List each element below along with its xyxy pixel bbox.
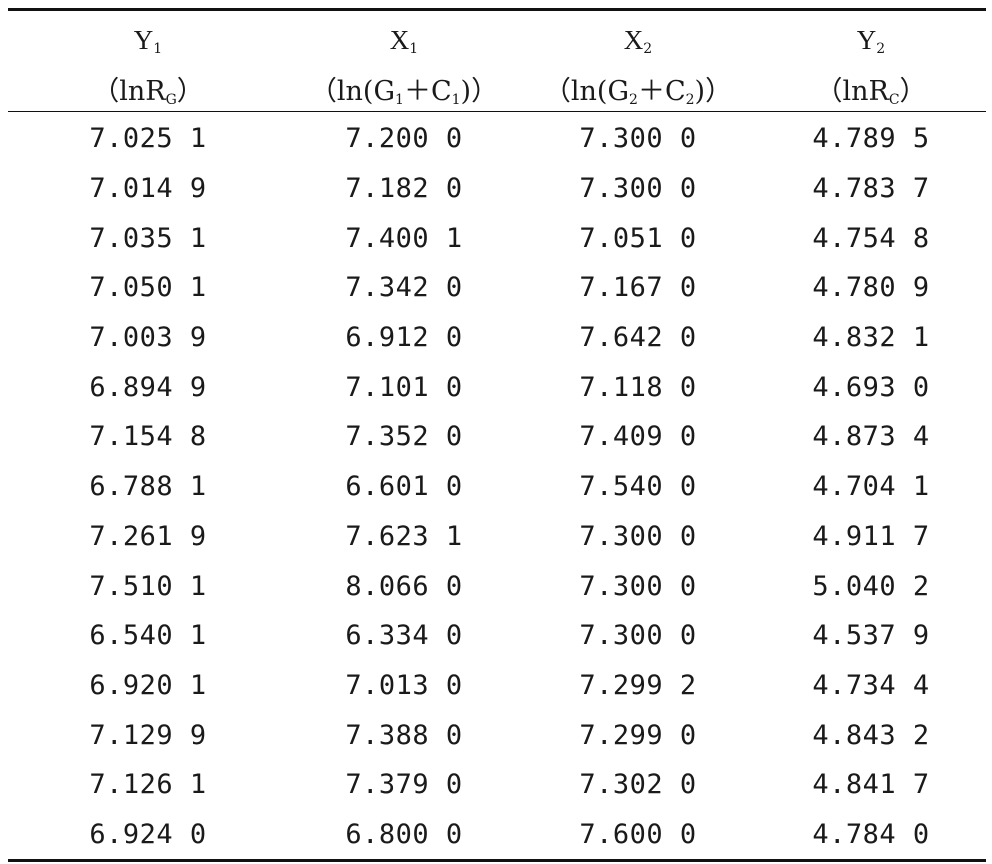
cell-y1: 7.126 1 bbox=[89, 769, 207, 801]
cell-x1: 6.601 0 bbox=[345, 471, 463, 503]
cell-x2: 7.642 0 bbox=[579, 322, 697, 354]
data-table: Y1 X1 X2 Y2 （lnRG） （ln(G1＋C1)） （ln(G2＋C2… bbox=[8, 8, 986, 863]
table-row: 6.894 9 7.101 0 7.118 0 4.693 0 bbox=[8, 362, 986, 412]
cell-x1: 7.342 0 bbox=[345, 272, 463, 304]
cell-y1: 6.788 1 bbox=[89, 471, 207, 503]
cell-x1: 7.182 0 bbox=[345, 173, 463, 205]
cell-y2: 4.783 7 bbox=[812, 173, 930, 205]
cell-x1: 7.379 0 bbox=[345, 769, 463, 801]
cell-y2: 4.873 4 bbox=[812, 421, 930, 453]
cell-y2: 4.789 5 bbox=[812, 123, 930, 155]
table-row: 6.788 1 6.601 0 7.540 0 4.704 1 bbox=[8, 462, 986, 512]
table-row: 7.154 8 7.352 0 7.409 0 4.873 4 bbox=[8, 412, 986, 462]
table-header: Y1 X1 X2 Y2 （lnRG） （ln(G1＋C1)） （ln(G2＋C2… bbox=[8, 8, 986, 112]
cell-y1: 7.014 9 bbox=[89, 173, 207, 205]
table-row: 7.510 1 8.066 0 7.300 0 5.040 2 bbox=[8, 561, 986, 611]
table-body: 7.025 1 7.200 0 7.300 0 4.789 5 7.014 9 7.182… bbox=[8, 112, 986, 863]
cell-y1: 7.510 1 bbox=[89, 570, 207, 602]
cell-x1: 7.623 1 bbox=[345, 520, 463, 552]
cell-y2: 5.040 2 bbox=[812, 570, 930, 602]
cell-x1: 7.400 1 bbox=[345, 222, 463, 254]
cell-x2: 7.540 0 bbox=[579, 471, 697, 503]
cell-y2: 4.704 1 bbox=[812, 471, 930, 503]
cell-y1: 6.894 9 bbox=[89, 371, 207, 403]
cell-y1: 7.025 1 bbox=[89, 123, 207, 155]
cell-y1: 7.035 1 bbox=[89, 222, 207, 254]
cell-x1: 7.101 0 bbox=[345, 371, 463, 403]
cell-x2: 7.409 0 bbox=[579, 421, 697, 453]
header-row-variables: Y1 X1 X2 Y2 bbox=[8, 8, 986, 65]
cell-y1: 7.003 9 bbox=[89, 322, 207, 354]
header-definition-x2: （ln(G2＋C2)） bbox=[520, 65, 756, 112]
cell-x1: 7.013 0 bbox=[345, 669, 463, 701]
cell-x1: 6.334 0 bbox=[345, 620, 463, 652]
cell-x1: 7.200 0 bbox=[345, 123, 463, 155]
table-row: 6.540 1 6.334 0 7.300 0 4.537 9 bbox=[8, 611, 986, 661]
cell-x2: 7.299 0 bbox=[579, 719, 697, 751]
header-variable-x1: X1 bbox=[288, 8, 520, 65]
cell-x2: 7.302 0 bbox=[579, 769, 697, 801]
table-row: 6.920 1 7.013 0 7.299 2 4.734 4 bbox=[8, 661, 986, 711]
cell-y2: 4.841 7 bbox=[812, 769, 930, 801]
cell-x1: 8.066 0 bbox=[345, 570, 463, 602]
cell-x1: 6.800 0 bbox=[288, 809, 520, 863]
cell-y1: 6.924 0 bbox=[8, 809, 288, 863]
cell-x2: 7.300 0 bbox=[579, 620, 697, 652]
cell-x2: 7.118 0 bbox=[579, 371, 697, 403]
cell-y1: 7.154 8 bbox=[89, 421, 207, 453]
header-definition-y1: （lnRG） bbox=[8, 65, 288, 112]
header-variable-x2: X2 bbox=[520, 8, 756, 65]
cell-x2: 7.300 0 bbox=[579, 123, 697, 155]
table-row: 7.261 9 7.623 1 7.300 0 4.911 7 bbox=[8, 512, 986, 562]
data-table-container: Y1 X1 X2 Y2 （lnRG） （ln(G1＋C1)） （ln(G2＋C2… bbox=[8, 8, 986, 863]
cell-y2: 4.911 7 bbox=[812, 520, 930, 552]
cell-x2: 7.300 0 bbox=[579, 570, 697, 602]
cell-y2: 4.754 8 bbox=[812, 222, 930, 254]
header-variable-y1: Y1 bbox=[8, 8, 288, 65]
table-row: 6.924 0 6.800 0 7.600 0 4.784 0 bbox=[8, 809, 986, 863]
table-row: 7.129 9 7.388 0 7.299 0 4.843 2 bbox=[8, 710, 986, 760]
table-row: 7.025 1 7.200 0 7.300 0 4.789 5 bbox=[8, 112, 986, 164]
cell-x2: 7.051 0 bbox=[579, 222, 697, 254]
cell-x1: 6.912 0 bbox=[345, 322, 463, 354]
cell-x1: 7.388 0 bbox=[345, 719, 463, 751]
cell-y2: 4.832 1 bbox=[812, 322, 930, 354]
header-row-definitions: （lnRG） （ln(G1＋C1)） （ln(G2＋C2)） （lnRC） bbox=[8, 65, 986, 112]
cell-x2: 7.600 0 bbox=[520, 809, 756, 863]
cell-x2: 7.300 0 bbox=[579, 520, 697, 552]
cell-y1: 7.129 9 bbox=[89, 719, 207, 751]
cell-y1: 6.540 1 bbox=[89, 620, 207, 652]
cell-x2: 7.167 0 bbox=[579, 272, 697, 304]
cell-x2: 7.300 0 bbox=[579, 173, 697, 205]
cell-y1: 7.050 1 bbox=[89, 272, 207, 304]
cell-y2: 4.784 0 bbox=[756, 809, 986, 863]
header-definition-y2: （lnRC） bbox=[756, 65, 986, 112]
header-variable-y2: Y2 bbox=[756, 8, 986, 65]
table-row: 7.014 9 7.182 0 7.300 0 4.783 7 bbox=[8, 164, 986, 214]
cell-y2: 4.693 0 bbox=[812, 371, 930, 403]
cell-x2: 7.299 2 bbox=[579, 669, 697, 701]
cell-y1: 7.261 9 bbox=[89, 520, 207, 552]
cell-x1: 7.352 0 bbox=[345, 421, 463, 453]
cell-y2: 4.734 4 bbox=[812, 669, 930, 701]
cell-y1: 6.920 1 bbox=[89, 669, 207, 701]
cell-y2: 4.843 2 bbox=[812, 719, 930, 751]
cell-y2: 4.780 9 bbox=[812, 272, 930, 304]
header-definition-x1: （ln(G1＋C1)） bbox=[288, 65, 520, 112]
cell-y2: 4.537 9 bbox=[812, 620, 930, 652]
table-row: 7.035 1 7.400 1 7.051 0 4.754 8 bbox=[8, 213, 986, 263]
table-row: 7.003 9 6.912 0 7.642 0 4.832 1 bbox=[8, 313, 986, 363]
table-row: 7.050 1 7.342 0 7.167 0 4.780 9 bbox=[8, 263, 986, 313]
table-row: 7.126 1 7.379 0 7.302 0 4.841 7 bbox=[8, 760, 986, 810]
